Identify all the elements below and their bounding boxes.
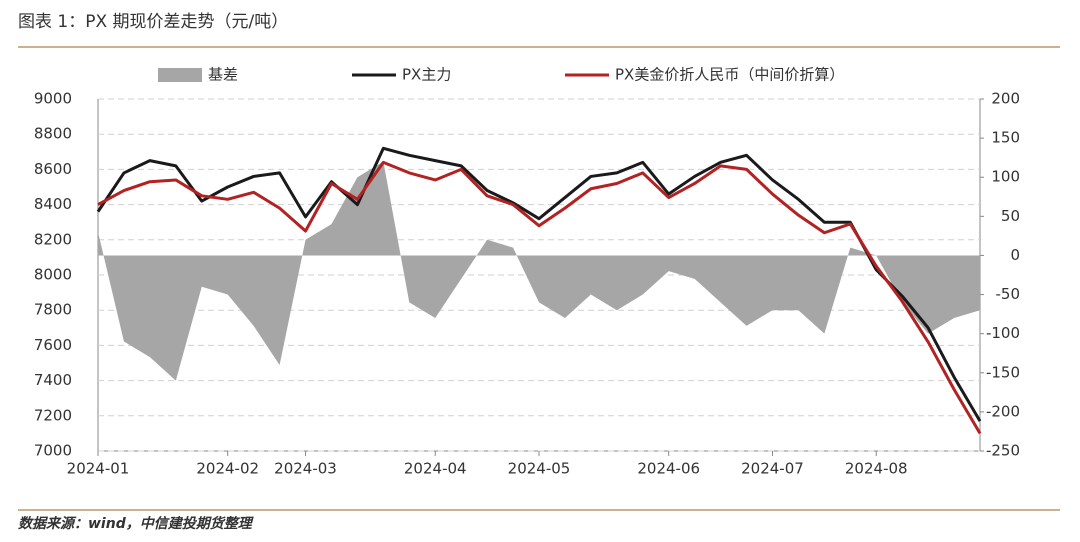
y-tick-label: 7000: [34, 442, 72, 460]
x-tick-label: 2024-07: [741, 460, 804, 478]
x-tick-label: 2024-02: [196, 460, 259, 478]
y-tick-label: 8200: [34, 230, 72, 248]
y2-tick-label: -50: [996, 285, 1021, 303]
y-tick-label: 7400: [34, 371, 72, 389]
y-tick-label: 7200: [34, 406, 72, 424]
y2-tick-label: 0: [1010, 246, 1020, 264]
legend-swatch: [158, 68, 202, 82]
y2-tick-label: -250: [986, 442, 1020, 460]
x-tick-label: 2024-08: [845, 460, 908, 478]
y-tick-label: 8600: [34, 160, 72, 178]
y-tick-label: 9000: [34, 90, 72, 108]
x-tick-label: 2024-06: [637, 460, 700, 478]
x-tick-label: 2024-04: [404, 460, 467, 478]
x-tick-label: 2024-03: [274, 460, 337, 478]
y2-tick-label: 150: [991, 129, 1020, 147]
price-line: [96, 146, 982, 422]
legend-label: 基差: [208, 66, 238, 84]
y2-tick-label: -100: [986, 324, 1020, 342]
x-tick-label: 2024-05: [508, 460, 571, 478]
y-tick-label: 8800: [34, 125, 72, 143]
chart-title: 图表 1：PX 期现价差走势（元/吨）: [18, 12, 288, 32]
y-tick-label: 8400: [34, 195, 72, 213]
y2-tick-label: 50: [1001, 207, 1020, 225]
legend-label: PX主力: [402, 66, 451, 84]
y2-tick-label: -150: [986, 363, 1020, 381]
y2-tick-label: 200: [991, 90, 1020, 108]
legend-label: PX美金价折人民币（中间价折算）: [615, 66, 844, 84]
source: 数据来源：wind，中信建投期货整理: [18, 515, 254, 532]
price-line: [97, 160, 982, 435]
y2-tick-label: -200: [986, 402, 1020, 420]
y2-tick-label: 100: [991, 168, 1020, 186]
x-tick-label: 2024-01: [67, 460, 130, 478]
y-tick-label: 8000: [34, 266, 72, 284]
y-tick-label: 7600: [34, 336, 72, 354]
y-tick-label: 7800: [34, 301, 72, 319]
basis-area: [98, 161, 980, 381]
